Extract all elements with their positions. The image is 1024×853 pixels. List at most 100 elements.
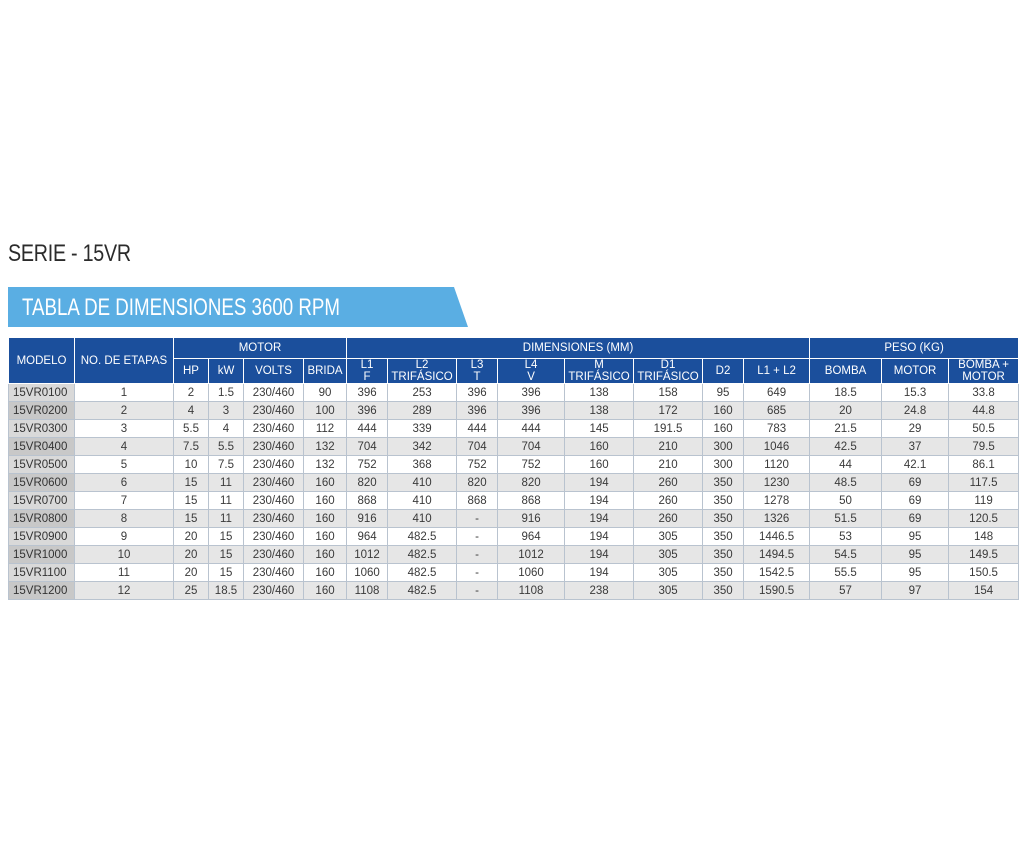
table-cell: 11 bbox=[74, 563, 174, 582]
dimensions-table: MODELO NO. DE ETAPAS MOTOR DIMENSIONES (… bbox=[8, 337, 1020, 600]
table-cell: 1.5 bbox=[208, 383, 244, 402]
series-title: SERIE - 15VR bbox=[8, 240, 131, 267]
table-cell: 3 bbox=[74, 419, 174, 438]
table-row: 15VR0900 9 20 15 230/460 160 964 482.5-964 194 30… bbox=[8, 527, 1020, 546]
table-cell: 704 bbox=[497, 437, 566, 456]
model-cell: 15VR0600 bbox=[8, 473, 75, 492]
table-cell: 160 bbox=[702, 401, 745, 420]
table-cell: 53 bbox=[809, 527, 883, 546]
model-cell: 15VR1100 bbox=[8, 563, 75, 582]
table-cell: 9 bbox=[74, 527, 174, 546]
table-cell: 7.5 bbox=[173, 437, 209, 456]
header-l3: L3 T bbox=[456, 358, 499, 384]
table-cell: 11 bbox=[208, 473, 244, 492]
table-cell: 5.5 bbox=[173, 419, 209, 438]
table-cell: 172 bbox=[633, 401, 704, 420]
table-cell: 820 bbox=[497, 473, 566, 492]
table-cell: 95 bbox=[881, 563, 950, 582]
table-cell: 253 bbox=[387, 383, 458, 402]
table-cell: 5 bbox=[74, 455, 174, 474]
table-cell: 7.5 bbox=[208, 455, 244, 474]
table-cell: 100 bbox=[302, 401, 348, 420]
table-cell: 752 bbox=[456, 455, 499, 474]
header-motor: MOTOR bbox=[172, 337, 348, 359]
table-cell: 868 bbox=[497, 491, 566, 510]
table-cell: 704 bbox=[346, 437, 389, 456]
table-cell: 704 bbox=[456, 437, 499, 456]
table-cell: 444 bbox=[456, 419, 499, 438]
table-cell: - bbox=[456, 527, 499, 546]
table-cell: 1494.5 bbox=[743, 545, 811, 564]
table-cell: 15 bbox=[208, 527, 244, 546]
table-row: 15VR0400 4 7.5 5.5 230/460 132 704 342 704 704 160… bbox=[8, 437, 1020, 456]
table-cell: 230/460 bbox=[243, 455, 304, 474]
table-cell: 350 bbox=[702, 473, 745, 492]
table-cell: 160 bbox=[302, 473, 348, 492]
table-cell: 160 bbox=[564, 437, 635, 456]
table-cell: 685 bbox=[743, 401, 811, 420]
table-cell: 20 bbox=[173, 545, 209, 564]
table-cell: 97 bbox=[881, 581, 950, 600]
table-cell: 4 bbox=[74, 437, 174, 456]
table-cell: 160 bbox=[302, 527, 348, 546]
table-cell: 50.5 bbox=[948, 419, 1020, 438]
table-cell: 305 bbox=[633, 527, 704, 546]
table-cell: - bbox=[456, 581, 499, 600]
model-cell: 15VR0100 bbox=[8, 383, 75, 402]
table-cell: 210 bbox=[633, 437, 704, 456]
table-cell: 33.8 bbox=[948, 383, 1020, 402]
table-cell: 2 bbox=[74, 401, 174, 420]
table-cell: 8 bbox=[74, 509, 174, 528]
table-cell: 230/460 bbox=[243, 581, 304, 600]
table-cell: 154 bbox=[948, 581, 1020, 600]
table-cell: 160 bbox=[302, 509, 348, 528]
table-cell: 305 bbox=[633, 563, 704, 582]
table-cell: 1590.5 bbox=[743, 581, 811, 600]
table-cell: 150.5 bbox=[948, 563, 1020, 582]
model-cell: 15VR1200 bbox=[8, 581, 75, 600]
model-cell: 15VR0300 bbox=[8, 419, 75, 438]
table-cell: 396 bbox=[346, 401, 389, 420]
table-cell: 444 bbox=[497, 419, 566, 438]
table-cell: 194 bbox=[564, 509, 635, 528]
table-row: 15VR0800 8 15 11 230/460 160 916 410-916 194 260 3… bbox=[8, 509, 1020, 528]
table-cell: 37 bbox=[881, 437, 950, 456]
table-cell: 350 bbox=[702, 563, 745, 582]
model-cell: 15VR0200 bbox=[8, 401, 75, 420]
table-cell: 300 bbox=[702, 455, 745, 474]
table-cell: 350 bbox=[702, 527, 745, 546]
table-cell: 95 bbox=[881, 527, 950, 546]
table-cell: 230/460 bbox=[243, 491, 304, 510]
table-cell: 1046 bbox=[743, 437, 811, 456]
table-title: TABLA DE DIMENSIONES 3600 RPM bbox=[22, 294, 340, 321]
table-cell: 1230 bbox=[743, 473, 811, 492]
table-row: 15VR1100 11 20 15 230/460 160 1060 482.5-1060 19… bbox=[8, 563, 1020, 582]
table-cell: 1446.5 bbox=[743, 527, 811, 546]
table-body: 15VR0100 1 2 1.5 230/460 90 396 253 396 396 138 158… bbox=[8, 383, 1020, 600]
table-cell: 90 bbox=[302, 383, 348, 402]
model-cell: 15VR0700 bbox=[8, 491, 75, 510]
table-cell: 15.3 bbox=[881, 383, 950, 402]
table-cell: 138 bbox=[564, 401, 635, 420]
table-cell: 396 bbox=[346, 383, 389, 402]
table-row: 15VR1000 10 20 15 230/460 160 1012 482.5-1012 19… bbox=[8, 545, 1020, 564]
table-cell: 230/460 bbox=[243, 473, 304, 492]
table-cell: 230/460 bbox=[243, 437, 304, 456]
table-cell: 194 bbox=[564, 563, 635, 582]
table-cell: 396 bbox=[456, 401, 499, 420]
table-cell: 1108 bbox=[346, 581, 389, 600]
table-cell: 4 bbox=[173, 401, 209, 420]
table-cell: 342 bbox=[387, 437, 458, 456]
table-cell: 1012 bbox=[497, 545, 566, 564]
table-cell: 10 bbox=[173, 455, 209, 474]
table-cell: 86.1 bbox=[948, 455, 1020, 474]
table-cell: 42.5 bbox=[809, 437, 883, 456]
table-cell: 339 bbox=[387, 419, 458, 438]
table-cell: 5.5 bbox=[208, 437, 244, 456]
table-cell: 300 bbox=[702, 437, 745, 456]
header-brida: BRIDA bbox=[302, 358, 348, 384]
table-cell: 964 bbox=[497, 527, 566, 546]
table-cell: 368 bbox=[387, 455, 458, 474]
table-cell: 79.5 bbox=[948, 437, 1020, 456]
table-cell: 6 bbox=[74, 473, 174, 492]
